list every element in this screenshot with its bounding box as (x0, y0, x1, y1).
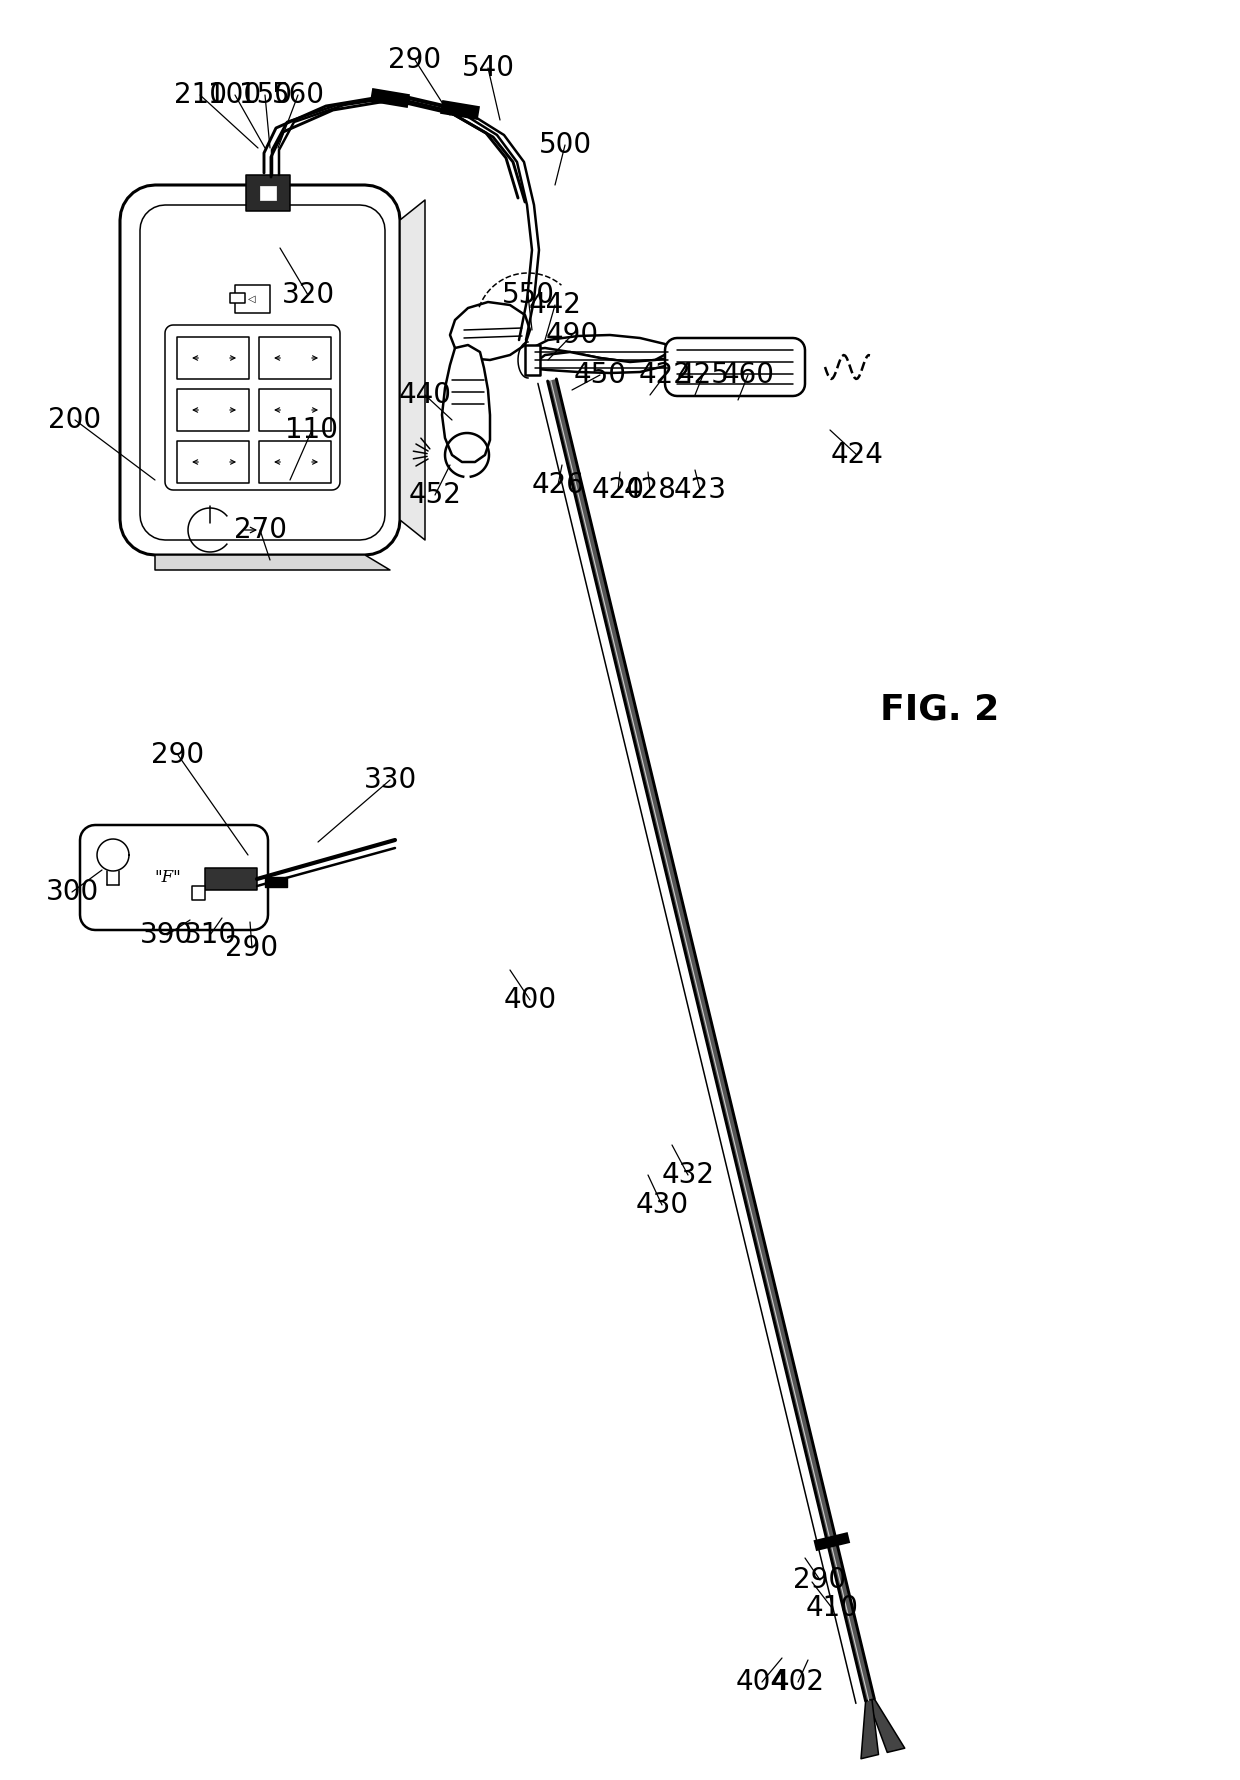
Text: 422: 422 (639, 361, 692, 390)
Polygon shape (450, 303, 529, 360)
Text: 410: 410 (806, 1595, 858, 1622)
Text: 330: 330 (363, 765, 417, 794)
Polygon shape (259, 390, 331, 431)
Text: 452: 452 (408, 481, 461, 509)
Text: 100: 100 (208, 82, 262, 109)
Text: "F": "F" (155, 869, 181, 886)
Polygon shape (205, 869, 257, 890)
Polygon shape (177, 336, 249, 379)
Text: 426: 426 (532, 472, 584, 498)
Text: 320: 320 (281, 281, 335, 310)
Text: 423: 423 (673, 475, 727, 504)
Polygon shape (246, 174, 290, 212)
Text: 440: 440 (398, 381, 451, 409)
Text: 300: 300 (46, 878, 99, 906)
Polygon shape (165, 326, 340, 490)
Polygon shape (229, 294, 246, 303)
Polygon shape (259, 441, 331, 482)
Polygon shape (81, 824, 268, 929)
Polygon shape (441, 345, 490, 463)
Polygon shape (192, 886, 205, 901)
Text: 550: 550 (501, 281, 554, 310)
Polygon shape (177, 390, 249, 431)
Text: 490: 490 (546, 320, 599, 349)
Text: 404: 404 (735, 1668, 789, 1696)
Text: 110: 110 (285, 417, 339, 443)
Text: 540: 540 (461, 53, 515, 82)
Text: 425: 425 (677, 361, 729, 390)
Polygon shape (528, 352, 670, 374)
Polygon shape (401, 199, 425, 539)
Text: 442: 442 (528, 290, 582, 319)
Text: 428: 428 (624, 475, 677, 504)
Text: 500: 500 (538, 132, 591, 158)
Polygon shape (528, 335, 670, 361)
Text: 390: 390 (140, 920, 193, 949)
Text: FIG. 2: FIG. 2 (880, 692, 999, 726)
Text: 310: 310 (184, 920, 237, 949)
Text: 402: 402 (771, 1668, 825, 1696)
Text: 560: 560 (272, 82, 325, 109)
Text: 290: 290 (226, 934, 279, 961)
Text: 290: 290 (794, 1566, 847, 1595)
Text: 460: 460 (722, 361, 775, 390)
Text: 400: 400 (503, 986, 557, 1015)
Text: 420: 420 (591, 475, 645, 504)
Polygon shape (236, 285, 270, 313)
Polygon shape (260, 185, 277, 199)
Text: 430: 430 (635, 1191, 688, 1219)
Polygon shape (548, 379, 874, 1702)
Polygon shape (525, 345, 539, 376)
Polygon shape (259, 336, 331, 379)
Text: 150: 150 (238, 82, 291, 109)
Polygon shape (120, 185, 401, 555)
Text: 290: 290 (151, 740, 205, 769)
Polygon shape (155, 555, 391, 570)
Text: 432: 432 (661, 1161, 714, 1189)
Text: 270: 270 (233, 516, 286, 545)
Polygon shape (177, 441, 249, 482)
Polygon shape (868, 1698, 905, 1753)
Text: 200: 200 (48, 406, 102, 434)
Text: 290: 290 (388, 46, 441, 75)
Polygon shape (665, 338, 805, 395)
Text: ◁: ◁ (248, 294, 255, 304)
Text: 424: 424 (831, 441, 883, 468)
Text: 450: 450 (573, 361, 626, 390)
Polygon shape (861, 1700, 878, 1759)
Polygon shape (140, 205, 384, 539)
Text: 210: 210 (174, 82, 227, 109)
